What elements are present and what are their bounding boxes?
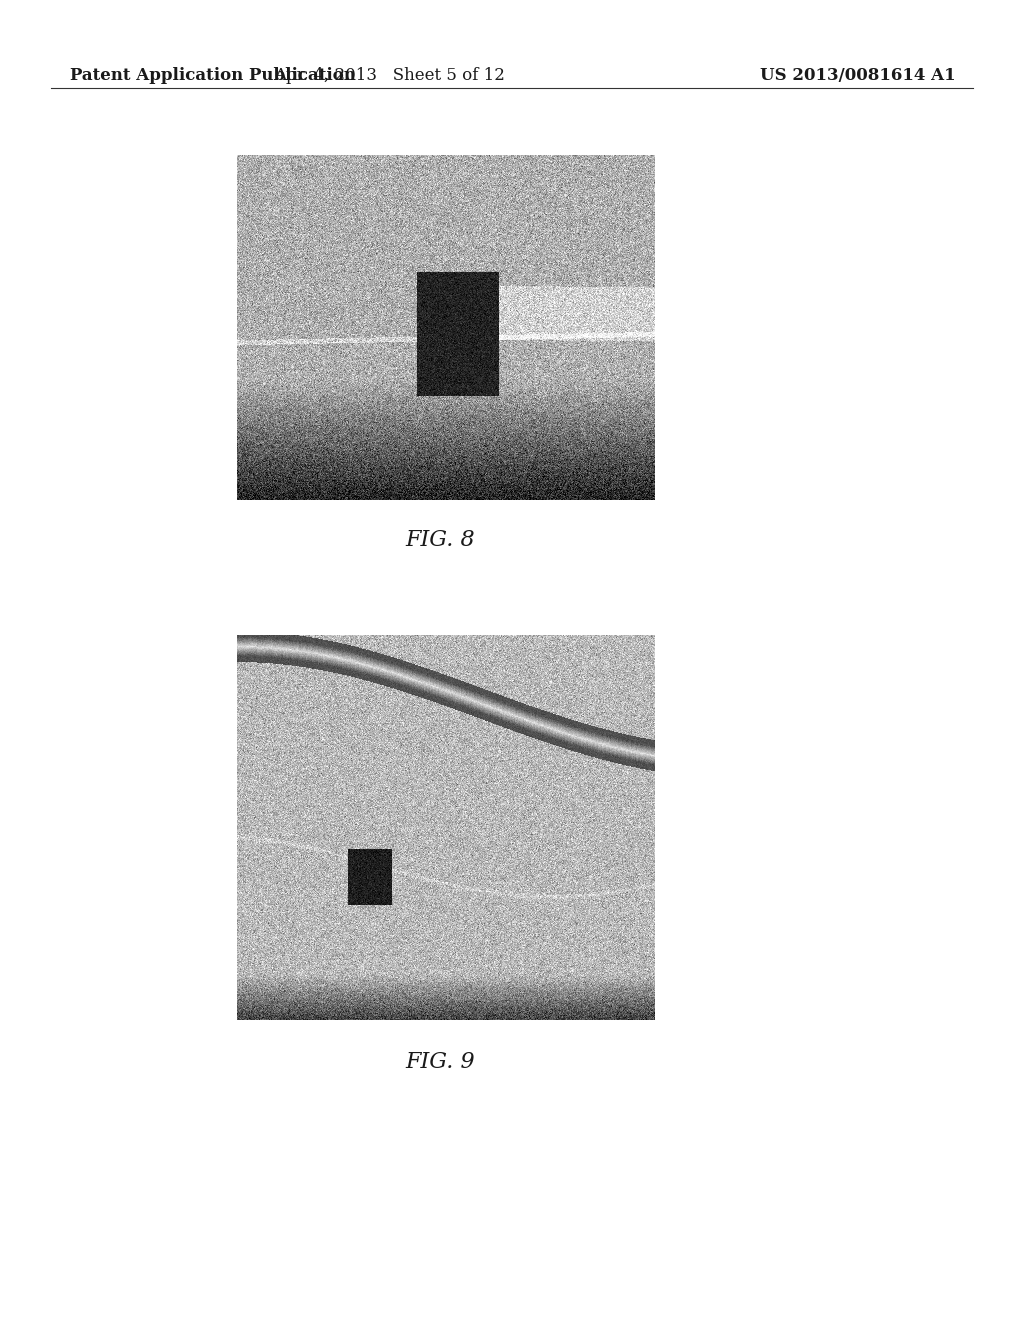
Text: US 2013/0081614 A1: US 2013/0081614 A1 (760, 66, 955, 83)
Text: 118: 118 (334, 906, 361, 919)
Text: 116: 116 (582, 748, 609, 763)
Text: 100: 100 (244, 333, 272, 347)
Text: Apr. 4, 2013   Sheet 5 of 12: Apr. 4, 2013 Sheet 5 of 12 (274, 66, 506, 83)
Text: 118: 118 (404, 255, 432, 269)
Text: FIG. 8: FIG. 8 (406, 529, 475, 550)
Text: 116: 116 (501, 248, 528, 261)
Text: Patent Application Publication: Patent Application Publication (70, 66, 356, 83)
Text: 140: 140 (325, 290, 352, 305)
Text: 100: 100 (493, 906, 520, 919)
Text: FIG. 9: FIG. 9 (406, 1051, 475, 1073)
